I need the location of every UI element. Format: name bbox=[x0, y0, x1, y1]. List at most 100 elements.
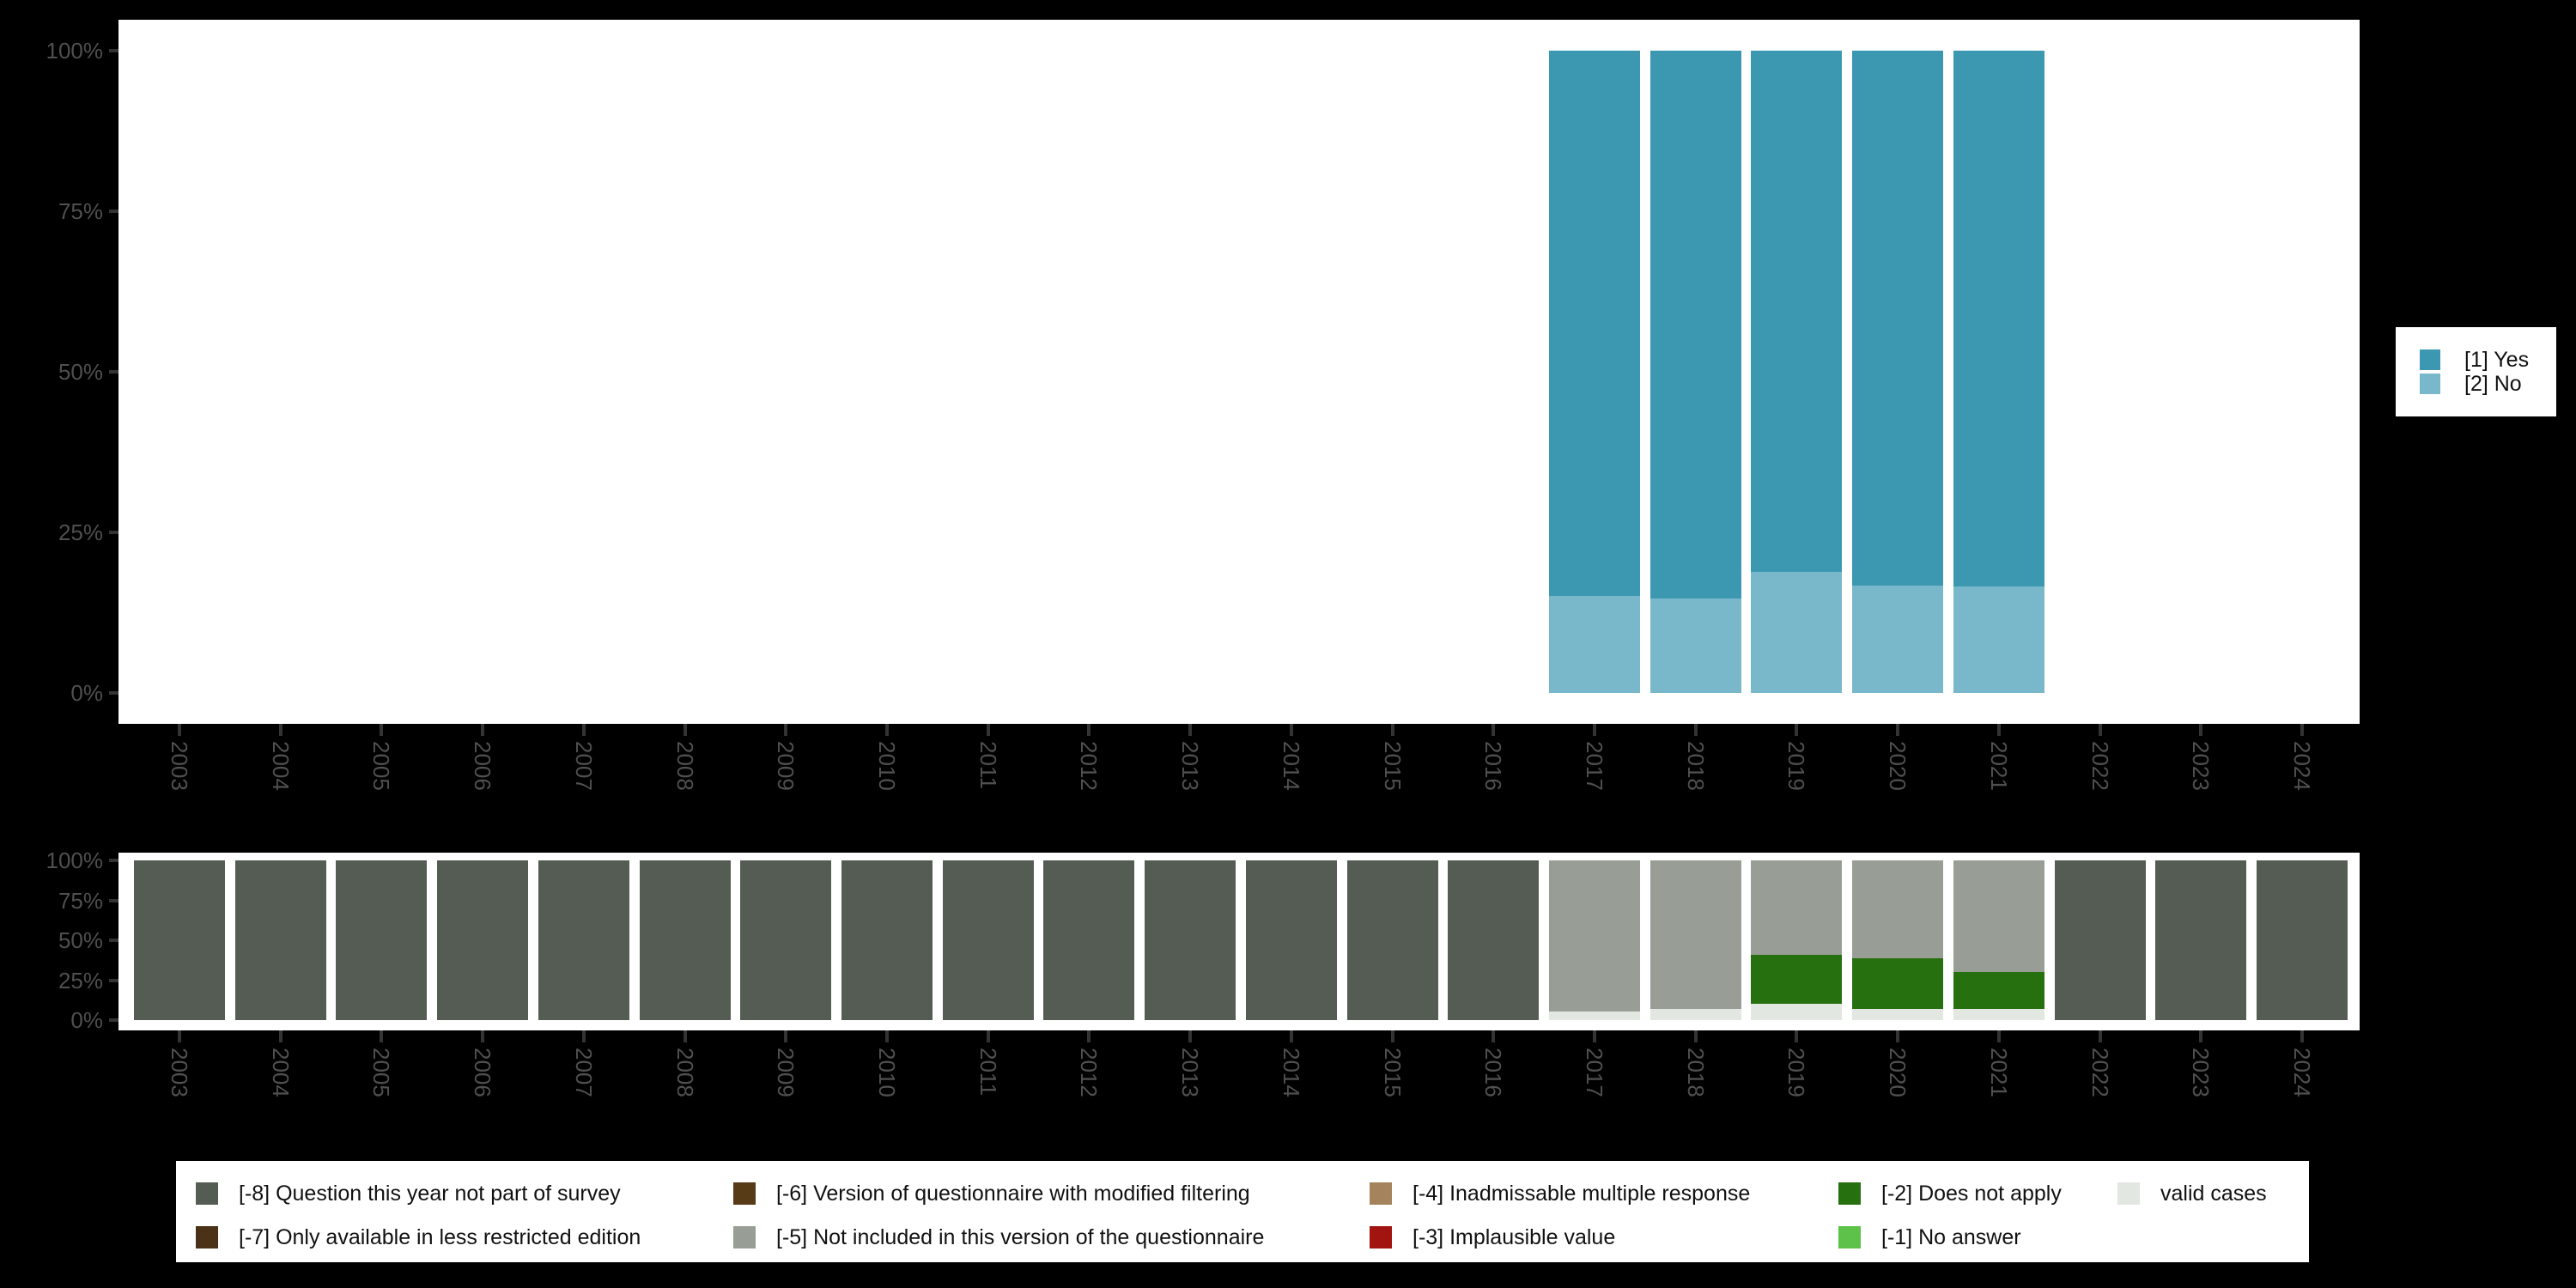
bar-segment bbox=[1649, 598, 1741, 693]
bar-segment bbox=[437, 860, 529, 1020]
bar-segment bbox=[1852, 51, 1944, 586]
x-tick bbox=[178, 724, 181, 736]
legend-swatch-no bbox=[2420, 374, 2440, 394]
bar-segment bbox=[1549, 51, 1640, 597]
y-tick-label: 100% bbox=[46, 848, 104, 873]
legend-label: [-8] Question this year not part of surv… bbox=[239, 1181, 621, 1206]
legend-label: [-6] Version of questionnaire with modif… bbox=[776, 1181, 1250, 1206]
x-year-label: 2008 bbox=[671, 1048, 698, 1097]
x-year-label: 2011 bbox=[975, 741, 1001, 789]
bar-segment bbox=[639, 860, 731, 1020]
x-year-label: 2018 bbox=[1682, 1048, 1709, 1097]
x-tick bbox=[1693, 1030, 1698, 1042]
x-tick bbox=[380, 1030, 384, 1042]
legend-entry: valid cases bbox=[2117, 1182, 2267, 1205]
bar-segment bbox=[1145, 860, 1236, 1020]
x-year-label: 2023 bbox=[2188, 1048, 2215, 1097]
y-tick bbox=[109, 898, 118, 902]
missing-values-legend: [-8] Question this year not part of surv… bbox=[176, 1161, 2309, 1262]
x-tick bbox=[1188, 724, 1193, 736]
bar-segment bbox=[1649, 1009, 1741, 1020]
x-year-label: 2017 bbox=[1582, 1048, 1607, 1097]
x-tick bbox=[278, 724, 283, 736]
x-tick bbox=[1593, 1030, 1596, 1042]
y-tick-label: 0% bbox=[70, 680, 103, 706]
x-tick bbox=[986, 1030, 990, 1042]
bar-segment bbox=[1649, 860, 1741, 1009]
x-tick bbox=[1087, 724, 1091, 736]
y-tick bbox=[109, 859, 118, 862]
x-year-label: 2006 bbox=[470, 1048, 496, 1097]
bar-segment bbox=[1852, 860, 1944, 958]
bar-segment bbox=[1549, 860, 1640, 1012]
legend-label: [1] Yes bbox=[2464, 347, 2530, 372]
top-plot-area bbox=[118, 20, 2360, 724]
x-year-label: 2021 bbox=[1985, 1048, 2012, 1097]
x-tick bbox=[1492, 1030, 1496, 1042]
legend-label: [-3] Implausible value bbox=[1413, 1224, 1616, 1249]
bar-segment bbox=[538, 860, 629, 1020]
legend-entry: [-6] Version of questionnaire with modif… bbox=[733, 1182, 1250, 1205]
y-tick bbox=[109, 939, 118, 942]
bar-segment bbox=[1852, 957, 1944, 1009]
x-year-label: 2024 bbox=[2289, 1048, 2315, 1097]
x-tick bbox=[2300, 1030, 2304, 1042]
legend-label: [-4] Inadmissable multiple response bbox=[1413, 1181, 1751, 1206]
x-year-label: 2014 bbox=[1278, 1048, 1304, 1097]
x-year-label: 2020 bbox=[1885, 741, 1911, 791]
legend-swatch bbox=[2117, 1182, 2140, 1205]
x-tick bbox=[1188, 1030, 1193, 1042]
x-tick bbox=[1593, 724, 1596, 736]
y-tick-label: 0% bbox=[70, 1007, 103, 1033]
x-tick bbox=[784, 1030, 788, 1042]
y-tick-label: 50% bbox=[58, 927, 103, 953]
x-tick bbox=[1693, 724, 1698, 736]
x-tick bbox=[1896, 724, 1900, 736]
x-tick bbox=[581, 1030, 586, 1042]
x-year-label: 2004 bbox=[267, 741, 294, 791]
legend-entry: [-8] Question this year not part of surv… bbox=[196, 1182, 621, 1205]
bar-segment bbox=[1953, 586, 2044, 693]
bar-segment bbox=[2054, 860, 2146, 1020]
y-tick bbox=[109, 531, 118, 534]
bar-segment bbox=[1751, 1004, 1843, 1020]
x-year-label: 2019 bbox=[1783, 741, 1810, 791]
legend-swatch-yes bbox=[2420, 349, 2440, 370]
y-tick bbox=[109, 1018, 118, 1022]
x-year-label: 2016 bbox=[1480, 1048, 1507, 1097]
x-year-label: 2008 bbox=[671, 741, 698, 791]
x-year-label: 2023 bbox=[2188, 741, 2215, 791]
y-tick bbox=[109, 978, 118, 982]
x-tick bbox=[1289, 724, 1293, 736]
x-tick bbox=[481, 724, 485, 736]
legend-label: [-2] Does not apply bbox=[1881, 1181, 2062, 1206]
x-year-label: 2015 bbox=[1379, 741, 1406, 791]
x-tick bbox=[683, 724, 687, 736]
bar-segment bbox=[234, 860, 326, 1020]
y-tick bbox=[109, 370, 118, 374]
x-tick bbox=[1996, 1030, 2001, 1042]
legend-entry: [1] Yes bbox=[2420, 349, 2529, 370]
x-tick bbox=[1492, 724, 1496, 736]
x-tick bbox=[2199, 724, 2203, 736]
legend-swatch bbox=[733, 1182, 756, 1205]
y-tick bbox=[109, 691, 118, 695]
y-tick-label: 75% bbox=[58, 198, 103, 224]
bar-segment bbox=[134, 860, 225, 1020]
x-year-label: 2003 bbox=[167, 741, 192, 791]
x-year-label: 2015 bbox=[1379, 1048, 1406, 1097]
bar-segment bbox=[1852, 586, 1944, 693]
x-year-label: 2013 bbox=[1177, 1048, 1204, 1097]
bar-segment bbox=[1245, 860, 1337, 1020]
x-year-label: 2024 bbox=[2289, 741, 2315, 791]
x-year-label: 2003 bbox=[167, 1048, 192, 1097]
legend-swatch bbox=[1838, 1182, 1861, 1205]
legend-label: [2] No bbox=[2464, 371, 2522, 396]
x-year-label: 2011 bbox=[975, 1048, 1001, 1096]
x-year-label: 2007 bbox=[570, 1048, 597, 1097]
bar-segment bbox=[1751, 954, 1843, 1005]
x-tick bbox=[1896, 1030, 1900, 1042]
legend-swatch bbox=[1370, 1226, 1392, 1249]
bar-segment bbox=[1953, 860, 2044, 973]
